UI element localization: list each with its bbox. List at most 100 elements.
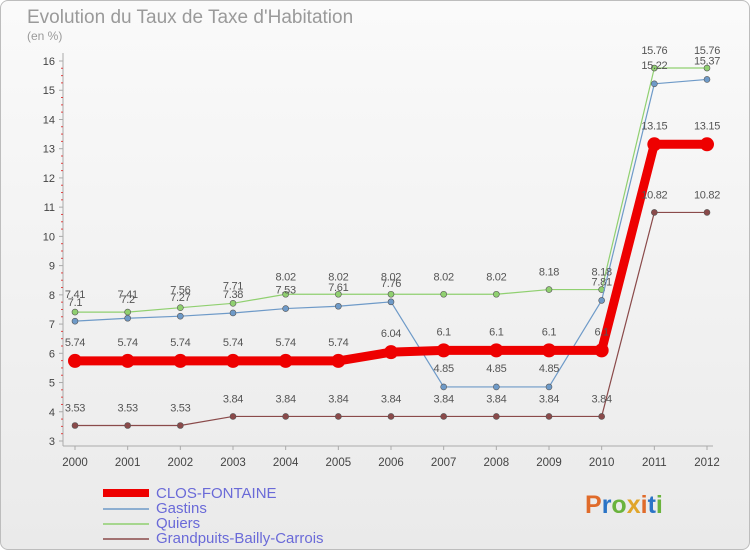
x-tick-label: 2004 (273, 457, 299, 469)
data-label: 10.82 (641, 189, 667, 201)
y-tick-label: 6 (49, 348, 55, 360)
data-label: 7.38 (223, 289, 243, 301)
data-point (282, 305, 289, 312)
data-point (335, 413, 342, 420)
x-tick-label: 2011 (642, 457, 667, 469)
legend-label-quiers: Quiers (156, 515, 201, 532)
data-point (703, 209, 711, 216)
x-tick-label: 2010 (589, 457, 615, 469)
data-point (177, 422, 184, 429)
data-label: 8.18 (539, 267, 559, 279)
data-point (440, 290, 447, 298)
data-label: 6.1 (542, 326, 557, 338)
data-point (651, 80, 658, 88)
data-point (68, 353, 82, 368)
data-point (598, 413, 605, 420)
unit-label: (en %) (27, 29, 63, 43)
x-tick-label: 2008 (484, 457, 510, 469)
x-tick-label: 2006 (378, 457, 404, 469)
data-label: 4.85 (539, 363, 559, 375)
data-point (387, 298, 395, 306)
data-point (387, 290, 395, 298)
data-point (173, 353, 188, 368)
y-tick-label: 12 (43, 173, 55, 185)
data-point (229, 309, 237, 317)
data-label: 3.84 (328, 393, 348, 405)
data-label: 7.61 (328, 282, 348, 294)
data-label: 6.1 (594, 326, 609, 338)
data-point (226, 353, 240, 368)
data-label: 3.84 (276, 393, 296, 405)
y-tick-label: 16 (43, 56, 55, 68)
data-label: 7.27 (170, 292, 190, 304)
data-point (71, 317, 79, 325)
data-label: 3.53 (170, 403, 190, 415)
data-label: 3.84 (592, 393, 612, 405)
x-tick-label: 2012 (694, 457, 720, 469)
data-label: 3.84 (223, 393, 243, 405)
data-point (440, 383, 447, 391)
data-point (647, 137, 662, 152)
data-label: 3.53 (65, 403, 85, 415)
data-label: 13.15 (694, 120, 720, 132)
data-point (124, 422, 131, 429)
data-point (545, 286, 553, 293)
data-point (335, 290, 342, 298)
data-point (545, 383, 553, 391)
data-label: 6.1 (489, 326, 504, 338)
data-label: 5.74 (65, 337, 85, 349)
data-point (71, 308, 79, 316)
data-point (331, 353, 346, 368)
y-tick-label: 9 (49, 261, 55, 273)
data-label: 3.84 (539, 393, 559, 405)
data-label: 5.74 (118, 337, 138, 349)
data-point (542, 343, 556, 358)
chart-title: Evolution du Taux de Taxe d'Habitation (27, 7, 354, 28)
x-tick-label: 2005 (326, 457, 352, 469)
x-tick-label: 2002 (168, 457, 194, 469)
x-tick-label: 2007 (431, 457, 457, 469)
data-label: 15.22 (641, 60, 667, 72)
data-label: 13.15 (641, 120, 667, 132)
data-point (594, 343, 609, 358)
data-point (436, 343, 451, 358)
data-point (229, 413, 237, 420)
data-point (703, 64, 711, 72)
y-tick-label: 15 (43, 85, 55, 97)
data-label: 7.81 (592, 276, 612, 288)
data-label: 5.74 (328, 337, 348, 349)
data-point (651, 209, 658, 216)
data-label: 6.1 (436, 326, 451, 338)
data-point (651, 64, 658, 72)
data-point (177, 304, 184, 312)
data-label: 15.76 (641, 45, 667, 57)
data-label: 7.71 (223, 280, 243, 292)
data-point (120, 353, 135, 368)
legend-label-gastins: Gastins (156, 500, 207, 517)
data-label: 7.56 (170, 285, 190, 297)
proxiti-logo: Proxiti (585, 491, 663, 519)
y-tick-label: 7 (49, 319, 55, 331)
data-label: 10.82 (694, 189, 720, 201)
data-label: 8.02 (381, 271, 401, 283)
data-label: 8.02 (434, 271, 454, 283)
data-point (177, 312, 184, 320)
data-label: 7.1 (68, 297, 83, 309)
data-label: 6.04 (381, 328, 401, 340)
data-point (493, 290, 500, 298)
data-point (229, 300, 237, 307)
legend-label-clos-fontaine: CLOS-FONTAINE (156, 485, 277, 502)
data-label: 7.53 (276, 285, 296, 297)
data-label: 8.02 (328, 271, 348, 283)
data-label: 7.2 (120, 294, 135, 306)
data-label: 8.02 (486, 271, 506, 283)
legend-label-grandpuits: Grandpuits-Bailly-Carrois (156, 530, 324, 547)
data-label: 5.74 (170, 337, 190, 349)
data-point (493, 413, 500, 420)
data-point (384, 345, 398, 360)
data-label: 3.84 (434, 393, 454, 405)
x-tick-label: 2009 (536, 457, 562, 469)
y-tick-label: 5 (49, 378, 55, 390)
